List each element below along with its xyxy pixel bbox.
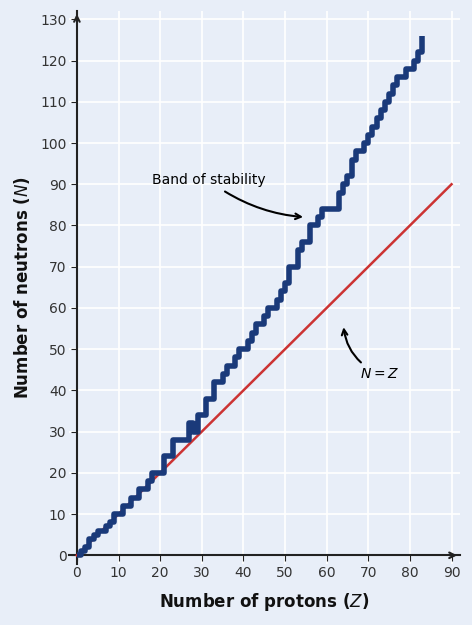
Y-axis label: Number of neutrons ($N$): Number of neutrons ($N$) [12, 176, 32, 399]
Text: $N = Z$: $N = Z$ [342, 329, 399, 381]
X-axis label: Number of protons ($Z$): Number of protons ($Z$) [159, 591, 369, 613]
Text: Band of stability: Band of stability [152, 173, 301, 219]
